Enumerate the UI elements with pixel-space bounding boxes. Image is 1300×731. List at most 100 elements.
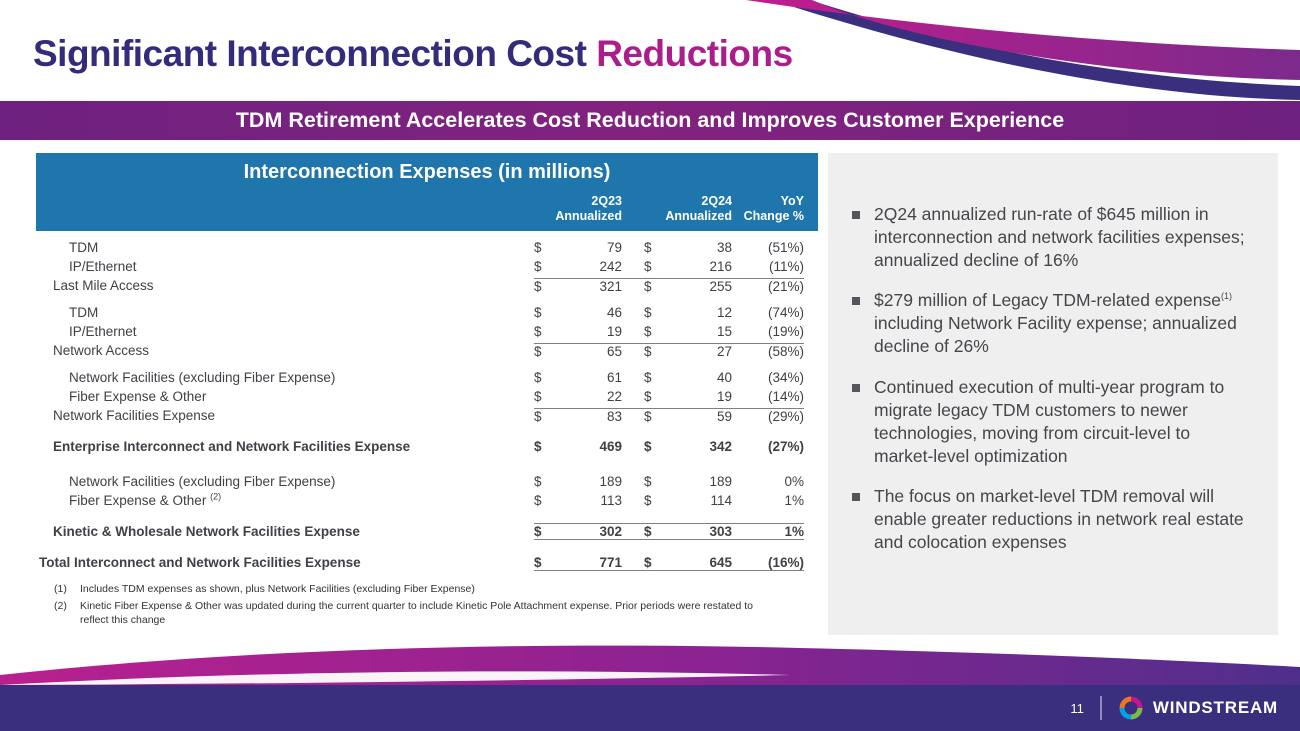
bullet-marker-icon (852, 383, 860, 392)
column-header-yoy: YoY Change % (743, 194, 804, 223)
currency-symbol: $ (644, 259, 652, 274)
page-title: Significant Interconnection Cost Reducti… (33, 33, 793, 75)
table-row: TDM $ 46 $ 12 (74%) (36, 303, 818, 322)
currency-symbol: $ (534, 439, 542, 454)
table-row-total: Enterprise Interconnect and Network Faci… (36, 437, 818, 456)
value-2q23: 113 (600, 493, 622, 508)
currency-symbol: $ (534, 324, 542, 339)
row-label: Network Facilities (excluding Fiber Expe… (69, 474, 336, 489)
currency-symbol: $ (644, 324, 652, 339)
footnote-marker: (1) (54, 583, 67, 595)
currency-symbol: $ (644, 370, 652, 385)
table-row-subtotal: Network Facilities Expense $ 83 $ 59 (29… (36, 406, 818, 425)
row-label: Last Mile Access (53, 278, 154, 293)
table-row-total: Kinetic & Wholesale Network Facilities E… (36, 522, 818, 541)
currency-symbol: $ (534, 555, 558, 571)
row-label: TDM (69, 305, 99, 320)
currency-symbol: $ (644, 439, 652, 454)
row-label: Fiber Expense & Other (2) (69, 491, 222, 508)
currency-symbol: $ (534, 493, 542, 508)
currency-symbol: $ (534, 342, 558, 359)
windstream-logo-icon (1119, 696, 1143, 720)
value-2q23: 46 (606, 305, 622, 320)
currency-symbol: $ (534, 389, 542, 404)
yoy-value: (74%) (767, 305, 804, 320)
row-label: Kinetic & Wholesale Network Facilities E… (53, 524, 360, 539)
currency-symbol: $ (534, 523, 558, 540)
value-2q24: 216 (709, 259, 732, 274)
currency-symbol: $ (534, 474, 542, 489)
bottom-wave-decoration (0, 645, 1300, 685)
yoy-value: 1% (784, 493, 804, 508)
yoy-value: 0% (784, 474, 804, 489)
currency-symbol: $ (622, 523, 668, 540)
currency-symbol: $ (534, 259, 542, 274)
footnote-2: (2) Kinetic Fiber Expense & Other was up… (54, 599, 754, 627)
value-2q23: 321 (558, 277, 622, 294)
currency-symbol: $ (644, 493, 652, 508)
windstream-wordmark: WINDSTREAM (1152, 698, 1278, 717)
row-label: IP/Ethernet (69, 259, 137, 274)
yoy-value: (16%) (732, 555, 804, 571)
value-2q23: 79 (606, 240, 622, 255)
table-title: Interconnection Expenses (in millions) (243, 161, 611, 183)
value-2q24: 27 (668, 342, 732, 359)
row-label: Network Access (53, 343, 150, 358)
list-item: Continued execution of multi-year progra… (852, 376, 1252, 468)
value-2q23: 22 (606, 389, 622, 404)
table-header: Interconnection Expenses (in millions) 2… (36, 153, 818, 231)
list-item: The focus on market-level TDM removal wi… (852, 485, 1252, 554)
currency-symbol: $ (534, 370, 542, 385)
table-row: Fiber Expense & Other $ 22 $ 19 (14%) (36, 387, 818, 406)
footnote-text: Kinetic Fiber Expense & Other was update… (80, 600, 753, 627)
bullet-text: 2Q24 annualized run-rate of $645 million… (874, 204, 1245, 271)
currency-symbol: $ (622, 277, 668, 294)
yoy-value: (58%) (732, 342, 804, 359)
yoy-value: (29%) (732, 407, 804, 424)
bullet-text: $279 million of Legacy TDM-related expen… (874, 290, 1237, 357)
yoy-value: (51%) (767, 240, 804, 255)
yoy-value: (11%) (768, 259, 804, 274)
footnote-ref-2: (2) (210, 491, 222, 502)
row-label: TDM (69, 240, 99, 255)
footnote-1: (1) Includes TDM expenses as shown, plus… (54, 582, 754, 596)
yoy-value: (21%) (732, 277, 804, 294)
table-row-subtotal: Network Access $ 65 $ 27 (58%) (36, 341, 818, 360)
bullet-text: Continued execution of multi-year progra… (874, 376, 1225, 466)
yoy-value: (14%) (767, 389, 804, 404)
table-row-subtotal: Last Mile Access $ 321 $ 255 (21%) (36, 276, 818, 295)
value-2q24: 12 (716, 305, 732, 320)
currency-symbol: $ (644, 240, 652, 255)
currency-symbol: $ (644, 389, 652, 404)
table-row: IP/Ethernet $ 19 $ 15 (19%) (36, 322, 818, 341)
value-2q23: 771 (558, 555, 622, 571)
yoy-value: (19%) (767, 324, 804, 339)
value-2q23: 65 (558, 342, 622, 359)
value-2q24: 59 (668, 407, 732, 424)
currency-symbol: $ (534, 277, 558, 294)
table-row: IP/Ethernet $ 242 $ 216 (11%) (36, 257, 818, 276)
value-2q23: 242 (599, 259, 622, 274)
table-row: TDM $ 79 $ 38 (51%) (36, 238, 818, 257)
table-row: Network Facilities (excluding Fiber Expe… (36, 472, 818, 491)
value-2q23: 469 (599, 439, 622, 454)
title-part-2: Reductions (596, 33, 793, 74)
footnote-ref-1: (1) (1220, 291, 1232, 302)
value-2q24: 114 (710, 493, 732, 508)
value-2q23: 302 (558, 523, 622, 540)
currency-symbol: $ (534, 305, 542, 320)
value-2q24: 645 (668, 555, 732, 571)
currency-symbol: $ (644, 474, 652, 489)
value-2q24: 189 (709, 474, 732, 489)
row-label: Total Interconnect and Network Facilitie… (39, 555, 361, 570)
list-item: $279 million of Legacy TDM-related expen… (852, 289, 1252, 358)
table-column-headers: 2Q23 Annualized 2Q24 Annualized YoY Chan… (36, 194, 818, 224)
page-footer: 11 WINDSTREAM (0, 685, 1300, 731)
list-item: 2Q24 annualized run-rate of $645 million… (852, 203, 1252, 272)
bullet-marker-icon (852, 297, 860, 306)
value-2q24: 342 (709, 439, 732, 454)
row-label: Network Facilities (excluding Fiber Expe… (69, 370, 336, 385)
bullet-marker-icon (852, 211, 860, 219)
highlights-panel: 2Q24 annualized run-rate of $645 million… (828, 153, 1278, 635)
